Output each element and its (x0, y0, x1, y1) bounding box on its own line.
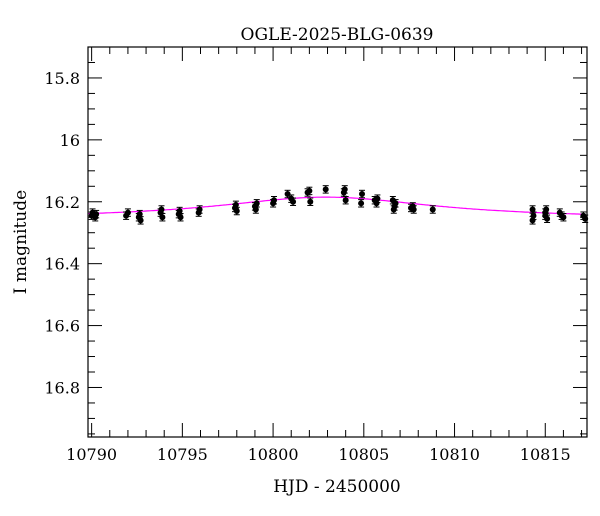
data-point (196, 206, 203, 213)
data-point (124, 209, 131, 216)
data-point (253, 200, 260, 207)
axes: 10790 10795 10800 10805 10810 10815 15.8 16 16.2… (44, 46, 587, 464)
model-curve-group (87, 196, 586, 215)
data-point (290, 198, 297, 205)
x-axis-label: HJD - 2450000 (273, 477, 401, 497)
data-point (429, 206, 436, 213)
data-point (374, 195, 381, 202)
x-tick-label: 10805 (338, 445, 389, 464)
data-point (358, 191, 365, 198)
data-points-group (88, 185, 589, 225)
data-point (233, 208, 240, 215)
x-tick-label: 10810 (429, 445, 480, 464)
x-tick-label: 10800 (248, 445, 299, 464)
data-point (306, 187, 313, 194)
x-tick-label: 10790 (66, 445, 117, 464)
data-point (341, 186, 348, 193)
data-point (542, 212, 549, 219)
y-tick-label: 16.2 (44, 193, 80, 212)
y-tick-label: 16.8 (44, 378, 80, 397)
y-tick-label: 16.4 (44, 255, 80, 274)
plot-frame (87, 46, 588, 438)
data-point (176, 208, 183, 215)
data-point (159, 214, 166, 221)
data-point (410, 206, 417, 213)
x-tick-label: 10795 (157, 445, 208, 464)
y-axis-label: I magnitude (11, 190, 31, 294)
y-tick-label: 16.6 (44, 317, 80, 336)
data-point (307, 198, 314, 205)
data-point (529, 217, 536, 224)
data-point (543, 206, 550, 213)
data-point (177, 214, 184, 221)
data-point (529, 206, 536, 213)
data-point (390, 206, 397, 213)
x-tick-label: 10815 (520, 445, 571, 464)
data-point (342, 197, 349, 204)
data-point (136, 211, 143, 218)
data-point (270, 197, 277, 204)
data-point (232, 201, 239, 208)
data-point (284, 191, 291, 198)
data-point (392, 200, 399, 207)
data-point (322, 186, 329, 193)
y-tick-label: 16 (60, 131, 80, 150)
data-point (560, 214, 567, 221)
chart-title: OGLE-2025-BLG-0639 (241, 25, 434, 45)
y-tick-label: 15.8 (44, 69, 80, 88)
data-point (252, 206, 259, 213)
data-point (137, 217, 144, 224)
data-point (93, 211, 100, 218)
model-curve (87, 196, 586, 215)
data-point (158, 206, 165, 213)
data-point (358, 200, 365, 207)
